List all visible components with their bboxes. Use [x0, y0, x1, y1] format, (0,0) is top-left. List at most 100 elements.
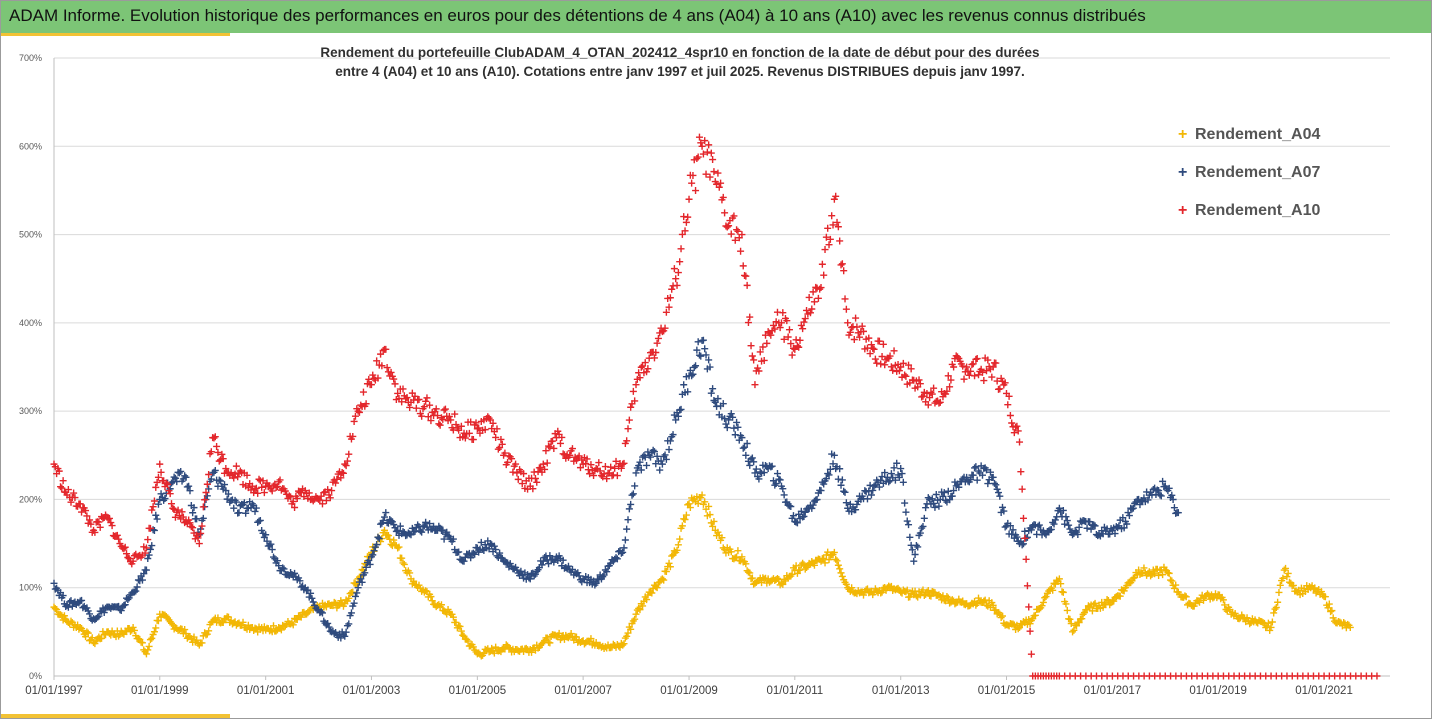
marker [550, 558, 558, 566]
marker [836, 465, 844, 473]
marker [472, 419, 480, 427]
marker [944, 372, 952, 380]
marker [194, 534, 202, 542]
data-point [1042, 531, 1050, 539]
marker [977, 365, 985, 373]
data-point [354, 407, 362, 415]
marker [860, 327, 868, 335]
marker [351, 580, 359, 588]
marker [776, 476, 784, 484]
marker [873, 359, 881, 367]
marker [833, 557, 841, 565]
marker [727, 548, 735, 556]
marker [205, 485, 213, 493]
data-point [1267, 623, 1275, 631]
marker [850, 335, 858, 343]
marker [1165, 484, 1173, 492]
header-underline [0, 33, 230, 36]
marker [810, 561, 818, 569]
marker [623, 525, 631, 533]
marker [418, 412, 426, 420]
data-point [328, 487, 336, 495]
marker [145, 642, 153, 650]
marker [1289, 581, 1297, 589]
marker [203, 492, 211, 500]
marker [86, 516, 94, 524]
page-title: ADAM Informe. Evolution historique des p… [9, 6, 1146, 25]
legend-label-a07: Rendement_A07 [1195, 164, 1321, 181]
marker [508, 455, 516, 463]
marker [82, 507, 90, 515]
marker [867, 341, 875, 349]
x-tick-label: 01/01/2009 [660, 685, 718, 697]
marker [423, 394, 431, 402]
marker [789, 344, 797, 352]
marker [971, 372, 979, 380]
marker [456, 622, 464, 630]
marker [993, 485, 1001, 493]
marker [902, 508, 910, 516]
marker [801, 508, 809, 516]
marker [457, 422, 465, 430]
marker [78, 596, 86, 604]
marker [1283, 573, 1291, 581]
marker [51, 605, 59, 613]
marker [1311, 584, 1319, 592]
marker [838, 572, 846, 580]
marker [398, 554, 406, 562]
marker [955, 483, 963, 491]
marker [187, 523, 195, 531]
marker [559, 556, 567, 564]
marker [734, 547, 742, 555]
marker [181, 626, 189, 634]
marker [669, 431, 677, 439]
marker [332, 479, 340, 487]
marker [1070, 626, 1078, 634]
marker [1270, 609, 1278, 617]
marker [661, 324, 669, 332]
marker [55, 467, 63, 475]
marker [678, 522, 686, 530]
data-point [738, 553, 746, 561]
marker [744, 568, 752, 576]
data-point [963, 363, 971, 371]
marker [422, 587, 430, 595]
marker [1123, 520, 1131, 528]
marker [912, 592, 920, 600]
data-point [897, 465, 905, 473]
marker [729, 413, 737, 421]
marker [490, 542, 498, 550]
marker [940, 489, 948, 497]
data-point [950, 363, 958, 371]
marker [1059, 506, 1067, 514]
marker [772, 480, 780, 488]
marker [733, 418, 741, 426]
marker [1031, 611, 1039, 619]
data-point [447, 416, 455, 424]
marker [787, 340, 795, 348]
marker [653, 339, 661, 347]
marker [1063, 606, 1071, 614]
marker [650, 354, 658, 362]
marker [67, 498, 75, 506]
marker [631, 482, 639, 490]
marker [272, 627, 280, 635]
marker [164, 480, 172, 488]
marker [928, 390, 936, 398]
marker [706, 173, 714, 181]
marker [742, 272, 750, 280]
marker [822, 233, 830, 241]
marker [449, 613, 457, 621]
marker [373, 541, 381, 549]
marker [1091, 599, 1099, 607]
marker [426, 401, 434, 409]
marker [415, 395, 423, 403]
marker [828, 212, 836, 220]
marker [219, 619, 227, 627]
marker [1246, 620, 1254, 628]
marker [83, 628, 91, 636]
marker [412, 404, 420, 412]
marker [825, 241, 833, 249]
data-point [897, 363, 905, 371]
